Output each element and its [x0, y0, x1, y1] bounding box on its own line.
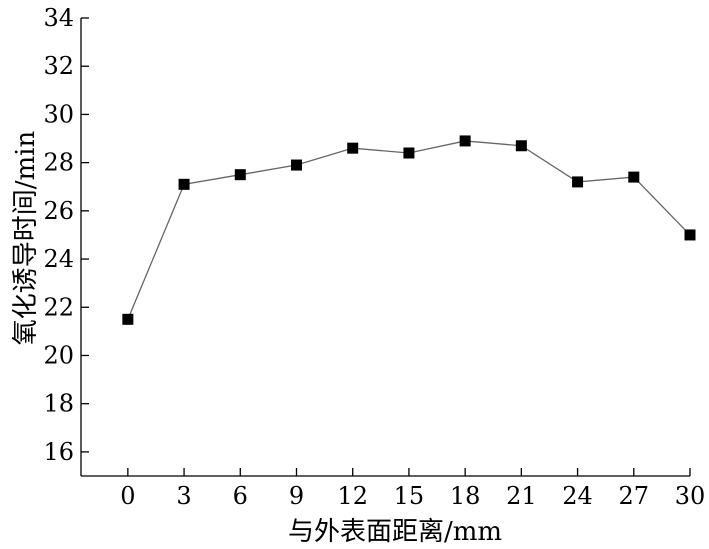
x-axis-title: 与外表面距离/mm [288, 517, 502, 547]
x-tick-label: 3 [176, 482, 191, 510]
y-tick-label: 20 [43, 341, 74, 369]
plot-area [80, 18, 690, 477]
y-tick-label: 32 [43, 52, 74, 80]
y-tick-label: 26 [43, 197, 74, 225]
data-point [290, 159, 302, 171]
data-point [178, 178, 190, 190]
data-point [234, 169, 246, 181]
x-tick-label: 12 [337, 482, 368, 510]
x-tick-label: 15 [394, 482, 425, 510]
x-tick-label: 27 [619, 482, 650, 510]
data-point [347, 142, 359, 154]
data-point [572, 176, 584, 188]
data-point [459, 135, 471, 147]
y-tick-label: 34 [43, 4, 74, 32]
y-tick-label: 28 [43, 149, 74, 177]
data-point [628, 171, 640, 183]
data-point [122, 313, 134, 325]
y-axis-ticks: 16 18 20 22 24 26 28 30 32 34 [43, 4, 89, 466]
x-tick-label: 9 [289, 482, 304, 510]
x-tick-label: 18 [450, 482, 481, 510]
y-tick-label: 18 [43, 390, 74, 418]
y-tick-label: 30 [43, 100, 74, 128]
y-axis-title: 氧化诱导时间/min [11, 131, 41, 346]
data-point [403, 147, 415, 159]
series-layer [122, 135, 696, 325]
x-axis-ticks: 0 3 6 9 12 15 18 21 24 27 30 [120, 468, 705, 510]
data-point [515, 140, 527, 152]
x-tick-label: 24 [562, 482, 593, 510]
y-tick-label: 22 [43, 293, 74, 321]
x-tick-label: 6 [233, 482, 248, 510]
y-tick-label: 16 [43, 438, 74, 466]
data-point [684, 229, 696, 241]
x-tick-label: 21 [506, 482, 537, 510]
y-tick-label: 24 [43, 245, 74, 273]
series-line [127, 140, 691, 320]
x-tick-label: 30 [675, 482, 706, 510]
x-tick-label: 0 [120, 482, 135, 510]
